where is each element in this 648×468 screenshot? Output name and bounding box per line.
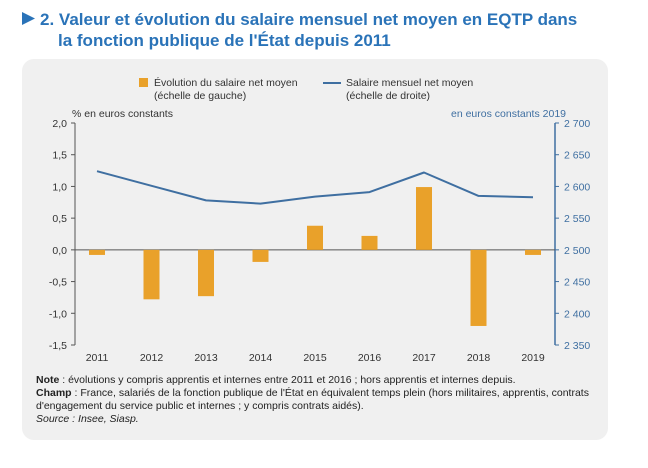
title-line-2: la fonction publique de l'État depuis 20… [58, 31, 391, 50]
bar-2014 [252, 249, 269, 262]
left-tick-label: -1,0 [49, 308, 67, 320]
x-tick-label: 2012 [140, 352, 164, 364]
legend-bar-swatch [139, 78, 148, 87]
bar-2013 [198, 249, 214, 297]
right-tick-label: 2 700 [564, 118, 590, 130]
legend-line-sublabel: (échelle de droite) [346, 90, 430, 102]
right-axis-label: en euros constants 2019 [451, 108, 566, 120]
legend-bar-label: Évolution du salaire net moyen [154, 76, 298, 89]
right-tick-label: 2 600 [564, 181, 590, 193]
left-tick-label: 2,0 [52, 118, 67, 130]
left-tick-label: 1,5 [52, 150, 67, 162]
champ-label: Champ [36, 387, 72, 399]
figure-number: 2. [40, 10, 55, 29]
left-tick-label: -1,5 [49, 340, 67, 352]
right-tick-label: 2 400 [564, 308, 590, 320]
left-tick-label: 0,5 [52, 213, 67, 225]
x-tick-label: 2017 [412, 352, 436, 364]
left-tick-label: 1,0 [52, 181, 67, 193]
bar-2017 [416, 187, 432, 250]
right-tick-label: 2 650 [564, 150, 590, 162]
bar-2019 [525, 249, 541, 255]
right-tick-label: 2 550 [564, 213, 590, 225]
bar-2011 [89, 249, 105, 255]
note-text: : évolutions y compris apprentis et inte… [59, 374, 516, 386]
chart-title: 2. Valeur et évolution du salaire mensue… [22, 9, 622, 51]
bar-2016 [361, 235, 378, 250]
left-axis-label: % en euros constants [72, 108, 173, 120]
bar-2012 [143, 249, 160, 300]
x-tick-label: 2015 [303, 352, 327, 364]
note-label: Note [36, 374, 60, 386]
champ-text: : France, salariés de la fonction publiq… [36, 387, 589, 412]
note: Note : évolutions y compris apprentis et… [36, 374, 596, 387]
champ: Champ : France, salariés de la fonction … [36, 387, 596, 413]
bar-2018 [470, 249, 487, 326]
x-tick-label: 2019 [521, 352, 545, 364]
right-tick-label: 2 450 [564, 277, 590, 289]
right-tick-label: 2 350 [564, 340, 590, 352]
salary-line [96, 170, 534, 205]
left-tick-label: -0,5 [49, 277, 67, 289]
right-tick-label: 2 500 [564, 245, 590, 257]
bar-2015 [307, 225, 323, 250]
x-tick-label: 2018 [467, 352, 491, 364]
left-tick-label: 0,0 [52, 245, 67, 257]
x-tick-label: 2013 [194, 352, 218, 364]
x-tick-label: 2011 [86, 352, 109, 364]
chart-notes: Note : évolutions y compris apprentis et… [36, 374, 596, 426]
x-tick-label: 2016 [358, 352, 382, 364]
source: Source : Insee, Siasp. [36, 413, 139, 425]
title-line-1: Valeur et évolution du salaire mensuel n… [58, 10, 578, 29]
x-tick-label: 2014 [249, 352, 273, 364]
triangle-bullet-icon [22, 9, 40, 30]
legend-line-label: Salaire mensuel net moyen [346, 77, 473, 89]
legend-bar-sublabel: (échelle de gauche) [154, 90, 246, 102]
